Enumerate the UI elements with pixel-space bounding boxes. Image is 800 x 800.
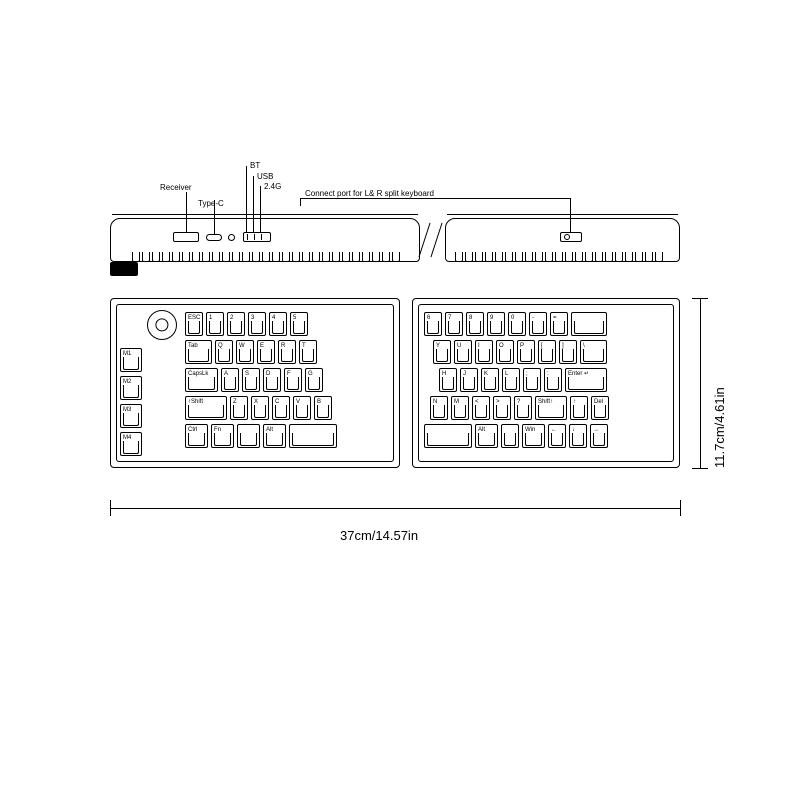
key-alt: Alt bbox=[263, 424, 286, 448]
key-m1: M1 bbox=[120, 348, 142, 372]
key-j: J bbox=[460, 368, 478, 392]
key-7: 7 bbox=[445, 312, 463, 336]
label-24g: 2.4G bbox=[264, 183, 281, 191]
key-8: 8 bbox=[466, 312, 484, 336]
key-: ↓ bbox=[569, 424, 587, 448]
key-m4: M4 bbox=[120, 432, 142, 456]
key-c: C bbox=[272, 396, 290, 420]
key-e: E bbox=[257, 340, 275, 364]
key-: ? bbox=[514, 396, 532, 420]
backview-foot bbox=[110, 262, 138, 276]
dim-height-text: 11.7cm/4.61in bbox=[712, 387, 727, 468]
keyboard-dimension-diagram: { "colors":{"stroke":"#000000","bg":"#ff… bbox=[0, 0, 800, 800]
key-w: W bbox=[236, 340, 254, 364]
key-3: 3 bbox=[248, 312, 266, 336]
label-split: Connect port for L& R split keyboard bbox=[305, 190, 434, 198]
key-5: 5 bbox=[290, 312, 308, 336]
dim-height-bar bbox=[700, 298, 701, 468]
key-x: X bbox=[251, 396, 269, 420]
key-: → bbox=[590, 424, 608, 448]
key-i: I bbox=[475, 340, 493, 364]
key-f: F bbox=[284, 368, 302, 392]
key-m: M bbox=[451, 396, 469, 420]
key-enter: Enter ↵ bbox=[565, 368, 607, 392]
key-q: Q bbox=[215, 340, 233, 364]
label-usb: USB bbox=[257, 173, 273, 181]
key-l: L bbox=[502, 368, 520, 392]
key-capslk: CapsLk bbox=[185, 368, 218, 392]
key-: = bbox=[550, 312, 568, 336]
key-shift: ↑Shift bbox=[185, 396, 227, 420]
key-m3: M3 bbox=[120, 404, 142, 428]
key-n: N bbox=[430, 396, 448, 420]
label-bt: BT bbox=[250, 162, 260, 170]
key-: ↑ bbox=[570, 396, 588, 420]
key-tab: Tab bbox=[185, 340, 212, 364]
key-1: 1 bbox=[206, 312, 224, 336]
key-ctrl: Ctrl bbox=[185, 424, 208, 448]
key-v: V bbox=[293, 396, 311, 420]
key-p: P bbox=[517, 340, 535, 364]
port-usb-dot bbox=[228, 234, 235, 241]
key-esc: ESC bbox=[185, 312, 203, 336]
key-s: S bbox=[242, 368, 260, 392]
key-: ; bbox=[523, 368, 541, 392]
key-t: T bbox=[299, 340, 317, 364]
key-blank bbox=[501, 424, 519, 448]
key-alt: Alt bbox=[475, 424, 498, 448]
key-: < bbox=[472, 396, 490, 420]
key-shift: Shift↑ bbox=[535, 396, 567, 420]
label-receiver: Receiver bbox=[160, 184, 192, 192]
key-b: B bbox=[314, 396, 332, 420]
key-: ← bbox=[548, 424, 566, 448]
key-blank bbox=[237, 424, 260, 448]
key-g: G bbox=[305, 368, 323, 392]
dim-width-bar bbox=[110, 508, 680, 509]
key-blank bbox=[424, 424, 472, 448]
key-4: 4 bbox=[269, 312, 287, 336]
port-typec bbox=[206, 234, 222, 241]
key-r: R bbox=[278, 340, 296, 364]
key-m2: M2 bbox=[120, 376, 142, 400]
key-: ] bbox=[559, 340, 577, 364]
backview-teeth-right bbox=[455, 252, 663, 262]
key-u: U bbox=[454, 340, 472, 364]
port-receiver bbox=[173, 232, 199, 242]
key-: [ bbox=[538, 340, 556, 364]
key-: - bbox=[529, 312, 547, 336]
key-blank bbox=[571, 312, 607, 336]
key-z: Z bbox=[230, 396, 248, 420]
key-d: D bbox=[263, 368, 281, 392]
key-del: Del bbox=[591, 396, 609, 420]
key-win: Win bbox=[522, 424, 545, 448]
key-: > bbox=[493, 396, 511, 420]
key-fn: Fn bbox=[211, 424, 234, 448]
key-: \ bbox=[580, 340, 607, 364]
rotary-knob bbox=[147, 310, 177, 340]
key-6: 6 bbox=[424, 312, 442, 336]
backview-teeth-left bbox=[132, 252, 400, 262]
key-0: 0 bbox=[508, 312, 526, 336]
key-k: K bbox=[481, 368, 499, 392]
key-9: 9 bbox=[487, 312, 505, 336]
label-typec: Type-C bbox=[198, 200, 224, 208]
key-2: 2 bbox=[227, 312, 245, 336]
key-o: O bbox=[496, 340, 514, 364]
dim-width-text: 37cm/14.57in bbox=[340, 528, 418, 543]
key-h: H bbox=[439, 368, 457, 392]
key-blank bbox=[289, 424, 337, 448]
key-y: Y bbox=[433, 340, 451, 364]
key-: : bbox=[544, 368, 562, 392]
key-a: A bbox=[221, 368, 239, 392]
